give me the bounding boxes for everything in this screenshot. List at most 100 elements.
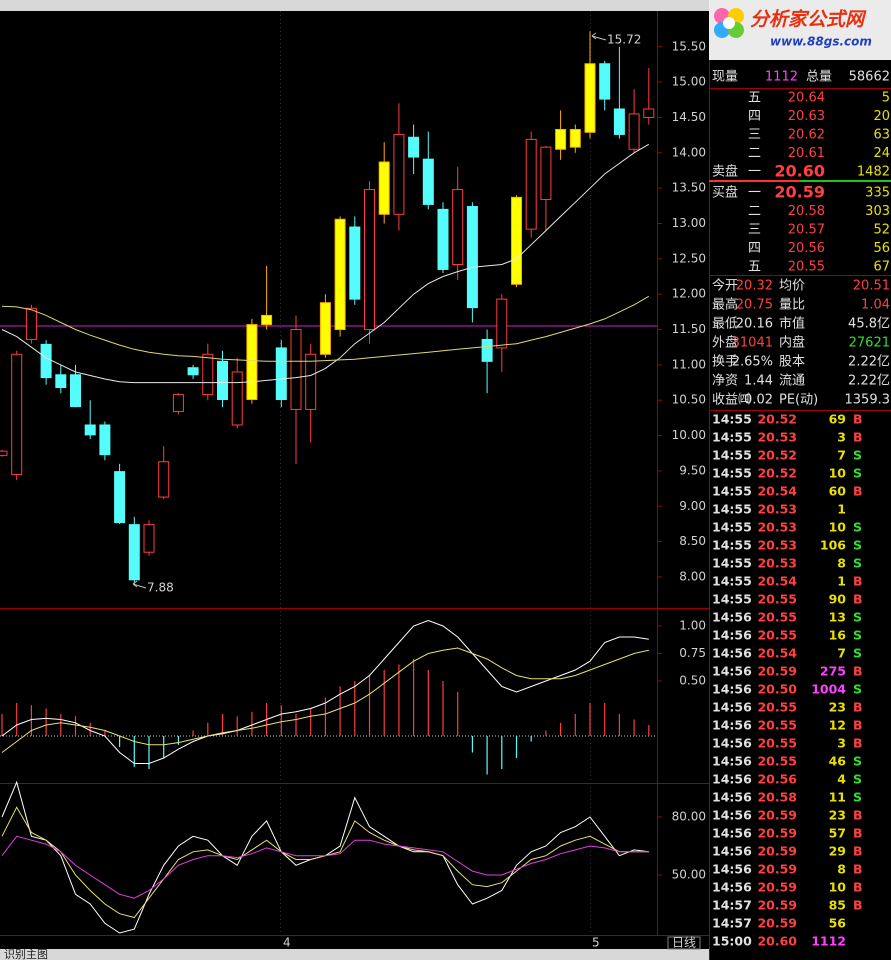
trade-side: B (853, 574, 863, 589)
trade-time: 14:55 (712, 430, 752, 445)
annotation: 7.88 (147, 581, 174, 595)
book-price: 20.64 (788, 91, 825, 106)
book-level: 二 (748, 146, 761, 161)
info-label: 净资 (712, 374, 738, 389)
trade-volume: 11 (829, 790, 846, 805)
book-volume: 67 (873, 260, 890, 275)
trade-time: 14:55 (712, 448, 752, 463)
title-bar (0, 0, 709, 11)
trade-side: B (853, 412, 863, 427)
info-label: 内盘 (779, 335, 805, 351)
trade-side: S (853, 448, 862, 463)
info-label: 流通 (779, 374, 805, 389)
trade-price: 20.60 (757, 934, 797, 949)
trade-price: 20.59 (757, 808, 797, 823)
trade-price: 20.54 (757, 484, 797, 499)
trade-price: 20.59 (757, 916, 797, 931)
trade-price: 20.55 (757, 754, 797, 769)
trade-price: 20.54 (757, 574, 797, 589)
candle-body (319, 302, 331, 355)
indicator-line (1, 143, 650, 384)
y-tick-label: 12.50 (672, 251, 706, 265)
footer-text: 识别主图 (4, 948, 48, 960)
trade-volume: 56 (829, 916, 847, 931)
annotation-arrow (132, 580, 147, 589)
trade-side: S (853, 754, 862, 769)
trade-side: B (853, 826, 863, 841)
candle-body (334, 218, 346, 331)
candle-body (452, 189, 464, 265)
trade-price: 20.59 (757, 826, 797, 841)
info-value: 20.32 (736, 279, 773, 294)
info-value: 2.65% (732, 355, 773, 370)
trade-time: 14:56 (712, 610, 752, 625)
trade-volume: 8 (837, 556, 846, 571)
logo-url: www.88gs.com (770, 35, 872, 49)
trade-price: 20.59 (757, 664, 797, 679)
book-price: 20.57 (788, 223, 825, 238)
candle-body (555, 128, 567, 150)
trade-volume: 106 (820, 538, 846, 553)
trade-time: 14:55 (712, 466, 752, 481)
candle-body (275, 347, 287, 401)
trade-volume: 10 (829, 520, 847, 535)
candle-body (99, 424, 111, 456)
book-level: 一 (748, 165, 761, 180)
trade-price: 20.53 (757, 502, 797, 517)
logo-title: 分析家公式网 (750, 9, 867, 31)
book-price: 20.56 (788, 241, 825, 256)
trade-time: 14:55 (712, 412, 752, 427)
info-label: 外盘 (712, 335, 738, 351)
info-label: 最低 (712, 317, 738, 332)
book-level: 一 (748, 186, 761, 201)
info-label: 收益㈣ (712, 393, 751, 408)
candle-body (643, 108, 655, 118)
trade-time: 14:55 (712, 502, 752, 517)
y-tick-label: 1.00 (679, 618, 706, 632)
trade-time: 14:55 (712, 592, 752, 607)
trade-volume: 13 (829, 610, 846, 625)
info-label: 换手 (712, 355, 738, 370)
book-volume: 335 (865, 186, 890, 201)
trade-volume: 23 (829, 808, 846, 823)
trade-price: 20.55 (757, 700, 797, 715)
x-label: 4 (283, 936, 291, 950)
trade-side: B (853, 880, 863, 895)
book-price: 20.58 (788, 204, 825, 219)
trade-price: 20.53 (757, 538, 797, 553)
trade-time: 15:00 (712, 934, 752, 949)
trade-time: 14:56 (712, 844, 752, 859)
candle-body (422, 158, 434, 205)
trade-price: 20.54 (757, 646, 797, 661)
book-volume: 56 (873, 241, 890, 256)
y-tick-label: 10.00 (672, 428, 706, 442)
trade-side: S (853, 646, 862, 661)
trade-volume: 1112 (811, 934, 846, 949)
candle-body (466, 206, 478, 309)
book-label: 卖盘 (712, 164, 738, 180)
trade-time: 14:56 (712, 754, 752, 769)
trade-volume: 8 (837, 862, 846, 877)
trade-time: 14:56 (712, 772, 752, 787)
y-tick-label: 11.50 (672, 322, 706, 336)
trade-volume: 1 (837, 574, 846, 589)
trade-volume: 46 (829, 754, 847, 769)
trade-side: S (853, 520, 862, 535)
trade-side: B (853, 736, 863, 751)
trade-price: 20.59 (757, 844, 797, 859)
candle-body (613, 108, 625, 135)
trade-price: 20.53 (757, 556, 797, 571)
trade-volume: 90 (829, 592, 847, 607)
book-price: 20.55 (788, 260, 825, 275)
book-volume: 24 (873, 146, 890, 161)
y-tick-label: 14.50 (672, 110, 706, 124)
trade-volume: 60 (829, 484, 847, 499)
info-label: 均价 (779, 279, 805, 294)
info-value: 20.16 (736, 317, 773, 332)
trade-side: S (853, 772, 862, 787)
trade-price: 20.52 (757, 412, 797, 427)
bottom-bar (0, 949, 709, 960)
info-label: 最高 (712, 297, 738, 313)
